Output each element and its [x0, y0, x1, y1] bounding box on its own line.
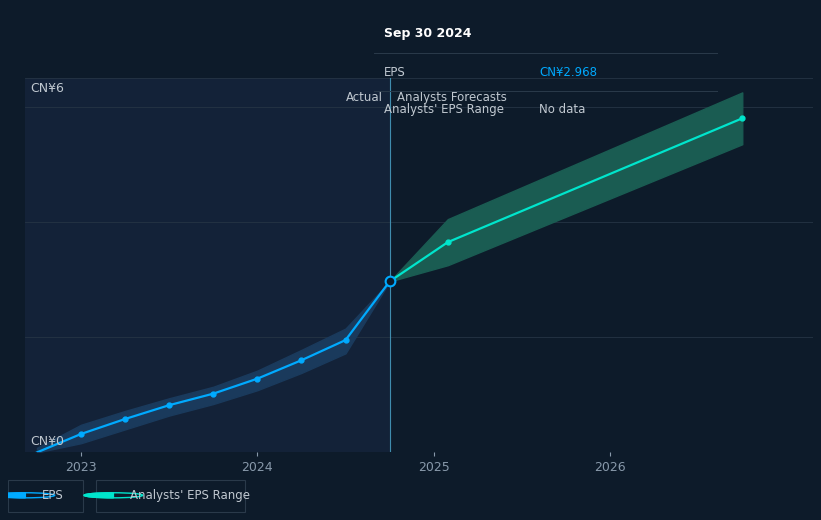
- Text: No data: No data: [539, 102, 585, 115]
- Wedge shape: [25, 493, 55, 498]
- Bar: [25, 78, 390, 452]
- Text: Analysts' EPS Range: Analysts' EPS Range: [384, 102, 504, 115]
- Text: Analysts' EPS Range: Analysts' EPS Range: [131, 489, 250, 502]
- Wedge shape: [113, 493, 143, 498]
- Text: CN¥2.968: CN¥2.968: [539, 66, 597, 79]
- Text: CN¥6: CN¥6: [30, 82, 64, 95]
- Text: EPS: EPS: [384, 66, 406, 79]
- Wedge shape: [0, 493, 25, 498]
- FancyBboxPatch shape: [96, 479, 245, 512]
- Text: EPS: EPS: [42, 489, 64, 502]
- Text: Sep 30 2024: Sep 30 2024: [384, 27, 471, 40]
- Text: CN¥0: CN¥0: [30, 435, 64, 448]
- Text: Actual: Actual: [346, 91, 383, 104]
- FancyBboxPatch shape: [8, 479, 83, 512]
- Wedge shape: [84, 493, 113, 498]
- Text: Analysts Forecasts: Analysts Forecasts: [397, 91, 507, 104]
